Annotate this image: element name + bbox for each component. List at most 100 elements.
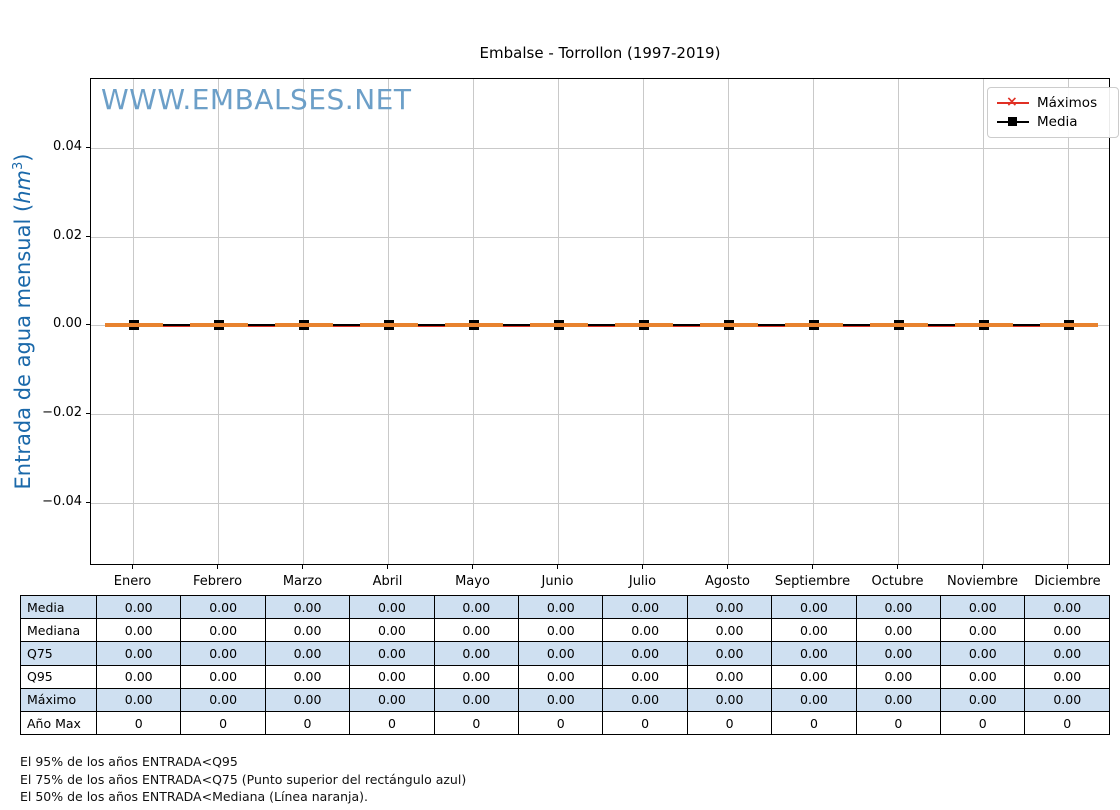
x-tick-label: Octubre — [871, 574, 924, 589]
table-row: Mediana 0.00 0.00 0.00 0.00 0.00 0.00 0.00 0.00 0… — [20, 618, 1110, 643]
plot-area: WWW.EMBALSES.NET × Máximos Media — [90, 78, 1119, 565]
value-cell: 0.00 — [518, 594, 604, 620]
x-tick-mark — [557, 565, 558, 569]
value-cell: 0.00 — [1024, 664, 1110, 689]
value-cell: 0.00 — [855, 594, 942, 620]
value-cell: 0.00 — [771, 618, 857, 643]
value-cell: 0.00 — [180, 641, 266, 666]
value-cell: 0.00 — [940, 687, 1026, 712]
x-tick-mark — [302, 565, 303, 569]
table-row: Q95 0.00 0.00 0.00 0.00 0.00 0.00 0.00 0.00 0.00 0… — [20, 664, 1110, 689]
mediana-segment — [359, 323, 418, 327]
stats-table: Media 0.00 0.00 0.00 0.00 0.00 0.00 0.00 0.00 0.0… — [20, 594, 1110, 736]
x-tick-label: Julio — [628, 574, 657, 589]
value-cell: 0.00 — [940, 618, 1026, 643]
value-cell: 0.00 — [349, 641, 435, 666]
maximos-line-x-icon: × — [997, 94, 1029, 110]
value-cell: 0.00 — [433, 594, 520, 620]
row-header-cell: Mediana — [20, 618, 97, 643]
value-cell: 0.00 — [180, 664, 266, 689]
x-tick-mark — [132, 565, 133, 569]
watermark: WWW.EMBALSES.NET — [101, 83, 412, 116]
value-cell: 0 — [95, 710, 182, 736]
value-cell: 0.00 — [1024, 618, 1110, 643]
y-tick-label: −0.02 — [42, 405, 82, 420]
value-cell: 0.00 — [264, 641, 351, 666]
value-cell: 0.00 — [180, 594, 266, 620]
y-tick-label: −0.04 — [42, 494, 82, 509]
value-cell: 0.00 — [349, 687, 435, 712]
y-tick-label: 0.02 — [53, 228, 82, 243]
value-cell: 0.00 — [433, 664, 520, 689]
x-tick-mark — [812, 565, 813, 569]
value-cell: 0 — [518, 710, 604, 736]
x-tick-label: Junio — [541, 574, 574, 589]
value-cell: 0.00 — [686, 618, 773, 643]
row-header-cell: Q75 — [20, 641, 97, 666]
value-cell: 0.00 — [940, 664, 1026, 689]
mediana-segment — [614, 323, 673, 327]
value-cell: 0 — [771, 710, 857, 736]
legend-label: Media — [1037, 113, 1078, 130]
value-cell: 0.00 — [180, 687, 266, 712]
x-tick-mark — [982, 565, 983, 569]
value-cell: 0.00 — [433, 618, 520, 643]
value-cell: 0.00 — [602, 664, 688, 689]
x-tick-label: Septiembre — [774, 574, 851, 589]
x-tick-label: Febrero — [192, 574, 243, 589]
mediana-segment — [189, 323, 248, 327]
row-header-cell: Q95 — [20, 664, 97, 689]
table-row: Q75 0.00 0.00 0.00 0.00 0.00 0.00 0.00 0.00 0.00 0… — [20, 641, 1110, 666]
row-header-cell: Año Max — [20, 710, 97, 736]
x-tick-mark — [1067, 565, 1068, 569]
y-tick-mark — [86, 323, 90, 325]
x-tick-label: Abril — [372, 574, 403, 589]
table-row: Media 0.00 0.00 0.00 0.00 0.00 0.00 0.00 0.00 0.0… — [20, 594, 1110, 620]
value-cell: 0.00 — [602, 687, 688, 712]
value-cell: 0.00 — [95, 618, 182, 643]
mediana-segment — [869, 323, 928, 327]
value-cell: 0.00 — [433, 687, 520, 712]
value-cell: 0.00 — [518, 618, 604, 643]
value-cell: 0 — [602, 710, 688, 736]
value-cell: 0.00 — [940, 594, 1026, 620]
x-tick-label: Marzo — [282, 574, 323, 589]
footnote-line: El 95% de los años ENTRADA<Q95 — [20, 754, 238, 769]
footnote-line: El 75% de los años ENTRADA<Q75 (Punto su… — [20, 771, 467, 787]
horizontal-gridline — [91, 147, 1109, 149]
y-tick-label: 0.00 — [53, 316, 82, 331]
value-cell: 0.00 — [518, 687, 604, 712]
value-cell: 0 — [686, 710, 773, 736]
value-cell: 0.00 — [433, 641, 520, 666]
value-cell: 0.00 — [602, 594, 688, 620]
x-tick-label: Diciembre — [1034, 574, 1101, 589]
x-tick-mark — [472, 565, 473, 569]
value-cell: 0.00 — [264, 618, 351, 643]
value-cell: 0 — [349, 710, 435, 736]
x-tick-label: Mayo — [455, 574, 490, 589]
value-cell: 0.00 — [180, 618, 266, 643]
value-cell: 0.00 — [95, 594, 182, 620]
value-cell: 0 — [855, 710, 942, 736]
x-tick-mark — [387, 565, 388, 569]
table-row: Máximo 0.00 0.00 0.00 0.00 0.00 0.00 0.00 0.00 0.… — [20, 687, 1110, 712]
row-header-cell: Máximo — [20, 687, 97, 712]
legend: × Máximos Media — [987, 87, 1119, 138]
value-cell: 0.00 — [349, 594, 435, 620]
media-line — [130, 324, 1072, 326]
value-cell: 0 — [180, 710, 266, 736]
y-tick-mark — [86, 235, 90, 237]
x-tick-label: Enero — [113, 574, 152, 589]
horizontal-gridline — [91, 502, 1109, 504]
mediana-segment — [1039, 323, 1098, 327]
value-cell: 0.00 — [771, 594, 857, 620]
value-cell: 0.00 — [264, 664, 351, 689]
value-cell: 0.00 — [771, 641, 857, 666]
value-cell: 0.00 — [855, 687, 942, 712]
value-cell: 0 — [264, 710, 351, 736]
x-tick-mark — [727, 565, 728, 569]
value-cell: 0.00 — [855, 618, 942, 643]
value-cell: 0.00 — [95, 664, 182, 689]
y-tick-mark — [86, 146, 90, 148]
value-cell: 0.00 — [686, 687, 773, 712]
